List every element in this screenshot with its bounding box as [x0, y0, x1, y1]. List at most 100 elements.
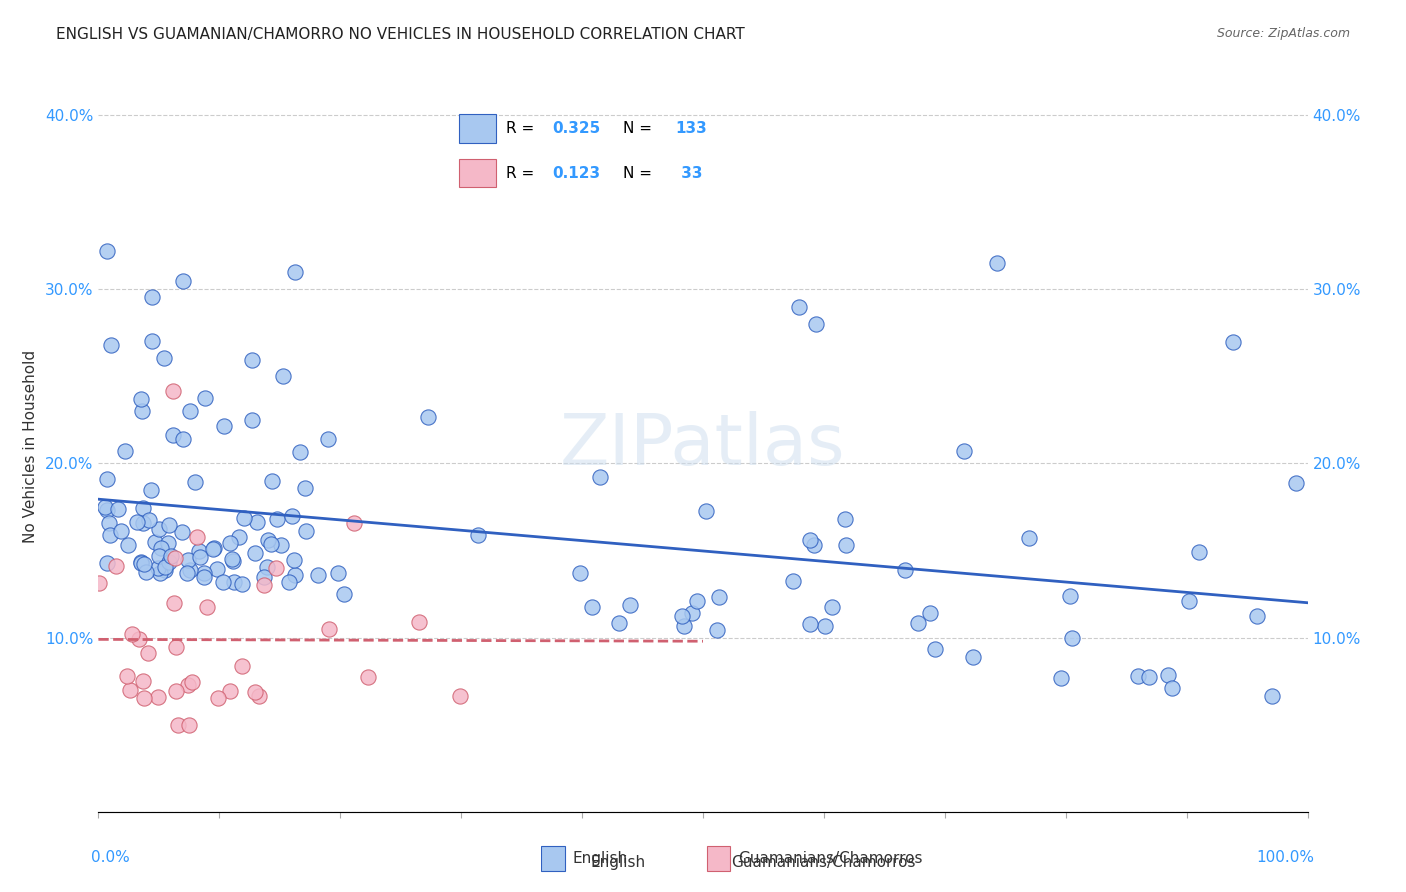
English: [673, 618, 696, 632]
English: [245, 546, 267, 560]
English: [176, 566, 198, 580]
English: [328, 566, 350, 581]
English: [920, 606, 942, 620]
English: [141, 290, 163, 304]
English: [709, 591, 731, 605]
Text: R =: R =: [506, 121, 538, 136]
English: [170, 525, 193, 540]
English: [814, 619, 837, 633]
English: [316, 432, 339, 446]
English: [1059, 589, 1081, 603]
English: [183, 475, 205, 490]
English: [222, 575, 245, 590]
English: [962, 650, 984, 665]
English: [201, 542, 224, 557]
English: [141, 483, 163, 497]
English: [686, 593, 709, 607]
English: [294, 481, 316, 495]
English: [231, 576, 253, 591]
English: [799, 533, 821, 548]
English: [907, 615, 929, 630]
Y-axis label: No Vehicles in Household: No Vehicles in Household: [22, 350, 38, 542]
English: [193, 570, 215, 584]
Guamanians/Chamorros: [162, 596, 184, 610]
English: [157, 555, 180, 569]
English: [221, 552, 243, 566]
English: [1188, 545, 1211, 559]
English: [787, 300, 810, 314]
English: [1261, 689, 1284, 703]
English: [581, 599, 603, 614]
English: [132, 557, 155, 571]
English: [986, 256, 1008, 270]
English: [295, 524, 318, 538]
Text: Guamanians/Chamorros: Guamanians/Chamorros: [731, 855, 915, 870]
Text: 133: 133: [676, 121, 707, 136]
Guamanians/Chamorros: [195, 600, 218, 615]
English: [278, 574, 301, 589]
Guamanians/Chamorros: [165, 640, 187, 654]
English: [284, 567, 307, 582]
English: [179, 404, 201, 418]
Guamanians/Chamorros: [121, 627, 143, 641]
English: [1157, 668, 1180, 682]
Text: English: English: [572, 851, 628, 865]
English: [149, 566, 172, 581]
English: [179, 563, 201, 577]
English: [148, 523, 170, 537]
English: [1128, 669, 1150, 683]
Guamanians/Chamorros: [117, 669, 139, 683]
English: [281, 509, 304, 524]
English: [96, 503, 118, 517]
English: [257, 533, 280, 547]
English: [96, 556, 118, 570]
Guamanians/Chamorros: [177, 717, 200, 731]
English: [153, 563, 176, 577]
English: [233, 510, 256, 524]
English: [240, 352, 263, 367]
English: [246, 515, 269, 529]
English: [1177, 594, 1199, 608]
English: [619, 598, 641, 612]
Guamanians/Chamorros: [128, 632, 150, 646]
English: [211, 574, 233, 589]
English: [110, 524, 132, 539]
Guamanians/Chamorros: [219, 684, 242, 698]
Text: 0.123: 0.123: [553, 166, 600, 180]
English: [924, 642, 946, 657]
English: [834, 511, 856, 525]
Guamanians/Chamorros: [408, 615, 430, 629]
English: [695, 504, 717, 518]
English: [193, 566, 215, 580]
English: [141, 334, 163, 349]
Guamanians/Chamorros: [253, 578, 276, 592]
Guamanians/Chamorros: [165, 684, 187, 698]
English: [259, 537, 281, 551]
English: [1161, 681, 1184, 695]
Text: 0.0%: 0.0%: [91, 850, 131, 865]
English: [222, 554, 245, 568]
English: [205, 562, 228, 576]
Guamanians/Chamorros: [180, 675, 202, 690]
Guamanians/Chamorros: [449, 690, 471, 704]
Text: ZIPatlas: ZIPatlas: [560, 411, 846, 481]
Guamanians/Chamorros: [136, 646, 159, 660]
English: [835, 538, 858, 552]
English: [143, 535, 166, 549]
English: [96, 472, 118, 486]
English: [160, 549, 183, 564]
English: [107, 502, 129, 516]
English: [1285, 476, 1308, 491]
English: [681, 607, 703, 621]
English: [98, 516, 121, 530]
Guamanians/Chamorros: [132, 674, 155, 689]
English: [568, 566, 591, 580]
Guamanians/Chamorros: [207, 690, 229, 705]
English: [467, 527, 489, 541]
English: [804, 317, 827, 331]
Text: 33: 33: [676, 166, 702, 180]
English: [782, 574, 804, 588]
Text: 100.0%: 100.0%: [1257, 850, 1315, 865]
English: [821, 600, 844, 615]
Text: Guamanians/Chamorros: Guamanians/Chamorros: [738, 851, 922, 865]
